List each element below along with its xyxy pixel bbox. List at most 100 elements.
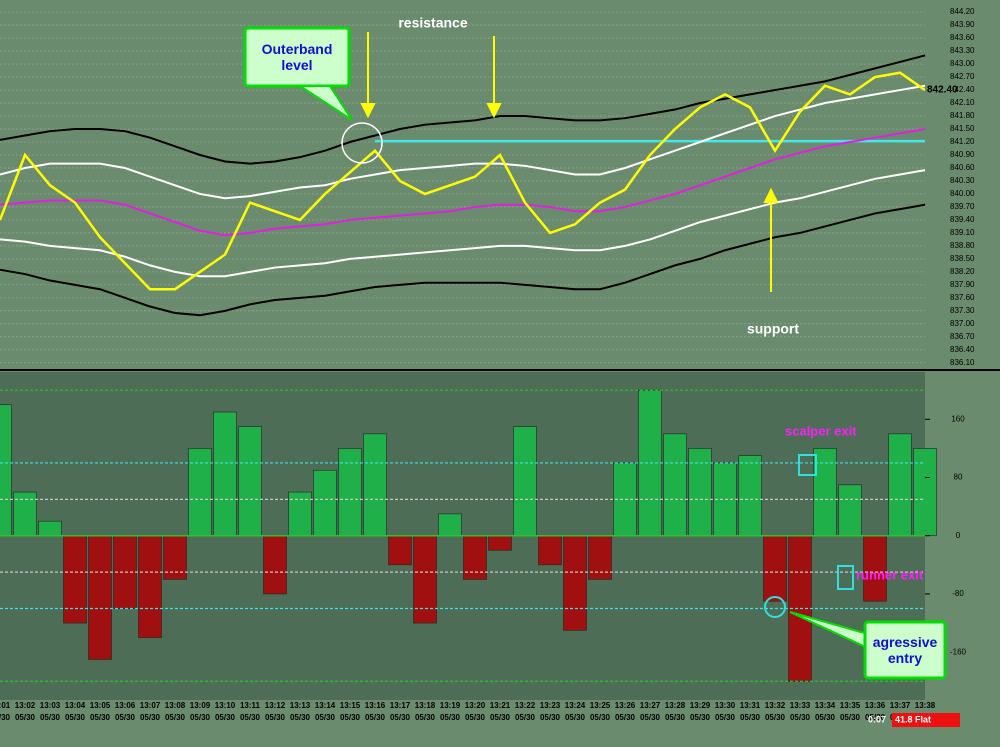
x-tick-label: 13:32 (765, 701, 786, 710)
y-tick-label: 837.60 (950, 293, 975, 302)
x-tick-date: 05/30 (40, 713, 61, 722)
callout-text: Outerband level (261, 41, 333, 73)
label: support (747, 321, 799, 337)
x-tick-date: 05/30 (290, 713, 311, 722)
series-line (0, 54, 926, 165)
y-tick-label: 843.90 (950, 20, 975, 29)
y-tick-label: 841.50 (950, 124, 975, 133)
time-axis (0, 700, 1000, 742)
y-tick-label: 160 (951, 414, 965, 423)
x-tick-label: 13:35 (840, 701, 861, 710)
bar (838, 484, 862, 537)
x-tick-label: 13:23 (540, 701, 561, 710)
y-tick-label: 839.40 (950, 215, 975, 224)
callout-text: agressive entry (872, 634, 938, 666)
timer: 0:07 (868, 714, 886, 724)
bar (313, 469, 337, 537)
y-tick-label: 843.30 (950, 46, 975, 55)
series-line (0, 128, 926, 237)
label: scalper exit (785, 423, 857, 438)
x-tick-date: 05/30 (665, 713, 686, 722)
arrow-head (763, 187, 779, 203)
series-line (0, 84, 926, 200)
x-tick-label: 13:18 (415, 701, 436, 710)
x-tick-date: 05/30 (15, 713, 36, 722)
x-tick-date: 05/30 (865, 713, 886, 722)
y-tick-label: 837.30 (950, 306, 975, 315)
y-tick-label: 839.70 (950, 202, 975, 211)
x-tick-label: 13:38 (915, 701, 936, 710)
y-tick-label: 836.70 (950, 332, 975, 341)
x-tick-date: 05/30 (140, 713, 161, 722)
x-tick-date: 05/30 (515, 713, 536, 722)
x-tick-label: 13:14 (315, 701, 336, 710)
annotations: Outerband level resistance support scalp… (243, 15, 960, 727)
x-tick-label: 13:13 (290, 701, 311, 710)
y-tick-label: 843.00 (950, 59, 975, 68)
bar (288, 491, 312, 537)
x-tick-label: 13:15 (340, 701, 361, 710)
x-tick-label: 13:17 (390, 701, 411, 710)
x-tick-label: 13:16 (365, 701, 386, 710)
circle (764, 596, 786, 618)
x-tick-label: 13:02 (15, 701, 36, 710)
bar (138, 535, 162, 638)
x-tick-label: 13:04 (65, 701, 86, 710)
bar (388, 535, 412, 566)
y-tick-label: 841.20 (950, 137, 975, 146)
x-tick-label: 13:12 (265, 701, 286, 710)
bar (88, 535, 112, 660)
x-tick-label: 13:07 (140, 701, 161, 710)
x-tick-date: 05/30 (490, 713, 511, 722)
bar (463, 535, 487, 580)
x-tick-date: 05/30 (440, 713, 461, 722)
y-tick-label: 838.80 (950, 241, 975, 250)
callout-box (243, 26, 351, 88)
bar (538, 535, 562, 566)
bar (663, 433, 687, 537)
x-tick-date: 05/30 (115, 713, 136, 722)
bar (38, 520, 62, 537)
bar (913, 448, 937, 537)
bar (13, 491, 37, 537)
label: resistance (398, 15, 467, 31)
x-tick-date: 05/30 (390, 713, 411, 722)
y-tick-label: 838.50 (950, 254, 975, 263)
status-box (892, 713, 960, 727)
bar (188, 448, 212, 537)
y-tick-label: 840.90 (950, 150, 975, 159)
y-tick-label: 80 (954, 473, 963, 482)
x-tick-label: 13:28 (665, 701, 686, 710)
bar (0, 404, 12, 537)
y-tick-label: 836.40 (950, 345, 975, 354)
y-tick-label: -160 (950, 647, 967, 656)
y-tick-label: 842.70 (950, 72, 975, 81)
x-tick-date: 05/30 (540, 713, 561, 722)
x-tick-date: 05/30 (690, 713, 711, 722)
callout: agressive entry (872, 634, 938, 666)
price-panel (0, 0, 1000, 370)
arrow-head (360, 103, 376, 119)
x-tick-date: 05/30 (190, 713, 211, 722)
x-tick-label: 13:05 (90, 701, 111, 710)
x-tick-date: 05/30 (765, 713, 786, 722)
x-tick-date: 05/30 (715, 713, 736, 722)
x-tick-date: 05/30 (415, 713, 436, 722)
x-tick-date: 05/30 (565, 713, 586, 722)
bar (413, 535, 437, 624)
y-tick-label: 842.10 (950, 98, 975, 107)
y-tick-label: 841.80 (950, 111, 975, 120)
bar (488, 535, 512, 551)
x-tick-label: 13:36 (865, 701, 886, 710)
bar (363, 433, 387, 537)
bar (63, 535, 87, 624)
x-tick-label: 13:25 (590, 701, 611, 710)
y-tick-label: 842.40 (950, 85, 975, 94)
y-tick-label: -80 (952, 589, 964, 598)
x-tick-label: 13:03 (40, 701, 61, 710)
x-tick-label: 13:33 (790, 701, 811, 710)
x-tick-date: 05/30 (240, 713, 261, 722)
bar (238, 426, 262, 537)
bar (513, 426, 537, 537)
